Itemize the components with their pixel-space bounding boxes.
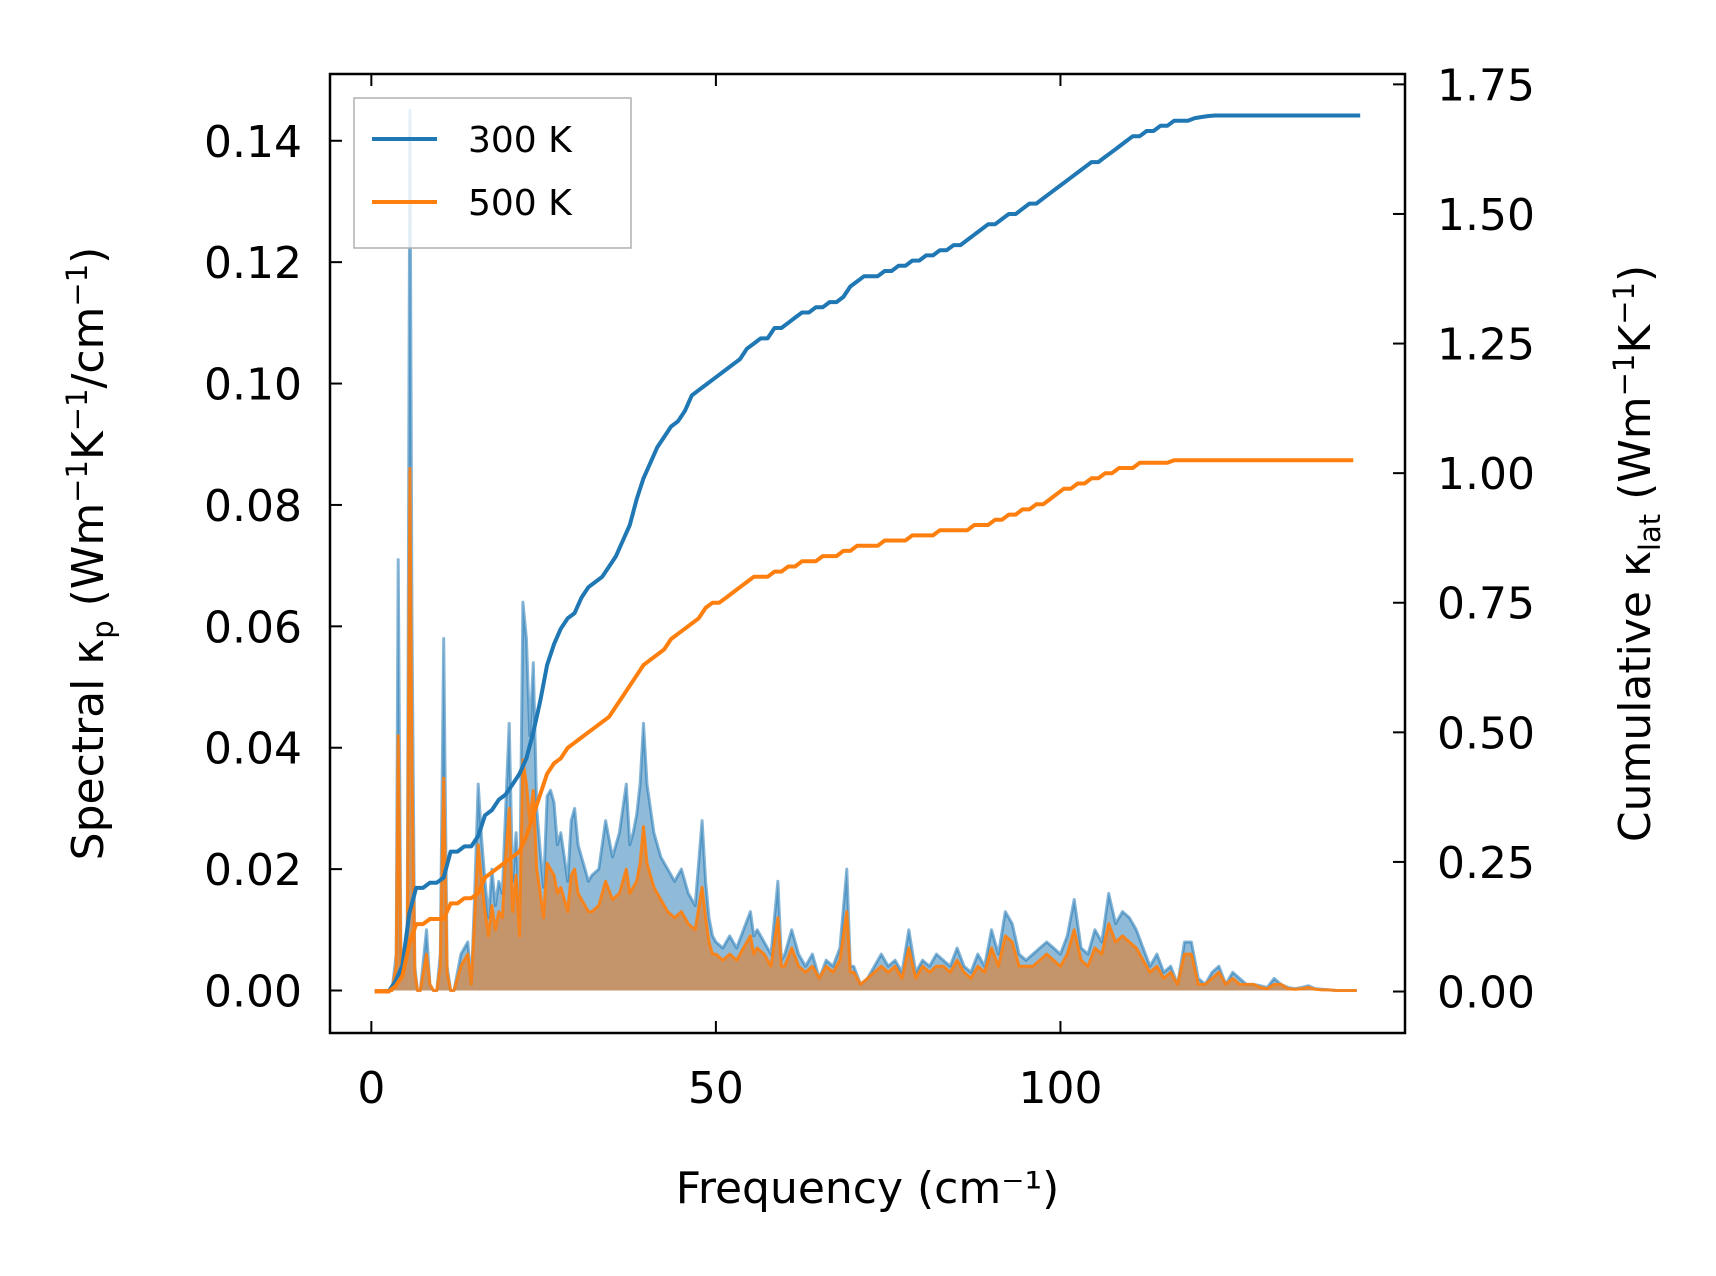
y-tick-label-left: 0.08 (204, 481, 302, 532)
y-tick-label-right: 0.75 (1437, 579, 1535, 630)
x-tick-label: 0 (357, 1063, 385, 1114)
svg-text:Spectral κp (Wm−1K−1/cm−1): Spectral κp (Wm−1K−1/cm−1) (60, 247, 120, 861)
y-tick-label-left: 0.06 (204, 602, 302, 653)
y-tick-label-left: 0.04 (204, 724, 302, 775)
legend-label-300: 300 K (468, 120, 573, 161)
y-axis-title-left: Spectral κp (Wm−1K−1/cm−1) (60, 247, 120, 861)
cumulative-line-300K (374, 113, 1361, 994)
y-tick-label-right: 0.00 (1437, 968, 1535, 1019)
y-tick-label-left: 0.12 (204, 238, 302, 289)
y-tick-label-right: 1.25 (1437, 320, 1535, 371)
x-axis-title: Frequency (cm⁻¹) (676, 1163, 1060, 1214)
y-tick-label-left: 0.14 (204, 117, 302, 168)
cumulative-line-500K (374, 458, 1354, 994)
spectral-line-500K (374, 467, 1357, 992)
y-tick-label-right: 0.25 (1437, 838, 1535, 889)
x-tick-label: 50 (688, 1063, 744, 1114)
plot-frame (328, 72, 1407, 1035)
legend-label-500: 500 K (468, 183, 573, 224)
spectral-line-300K (374, 108, 1357, 992)
y-axis-title-right: Cumulative κlat (Wm−1K−1) (1607, 265, 1667, 842)
y-tick-label-right: 1.50 (1437, 190, 1535, 241)
x-tick-label: 100 (1018, 1063, 1102, 1114)
axes: 0 50 100 0.00 0.02 0.04 0.06 0.08 0.10 0.12 0.14 0.… (204, 60, 1535, 1114)
y-tick-label-left: 0.10 (204, 360, 302, 411)
y-tick-label-right: 1.00 (1437, 449, 1535, 500)
legend-frame (353, 97, 632, 249)
svg-text:Cumulative κlat (Wm−1K−1): Cumulative κlat (Wm−1K−1) (1607, 265, 1667, 842)
y-tick-label-left: 0.02 (204, 845, 302, 896)
legend: 300 K 500 K (353, 97, 632, 249)
plot-area (374, 108, 1361, 994)
y-tick-label-left: 0.00 (204, 967, 302, 1018)
y-tick-label-right: 1.75 (1437, 60, 1535, 111)
y-tick-label-right: 0.50 (1437, 708, 1535, 759)
